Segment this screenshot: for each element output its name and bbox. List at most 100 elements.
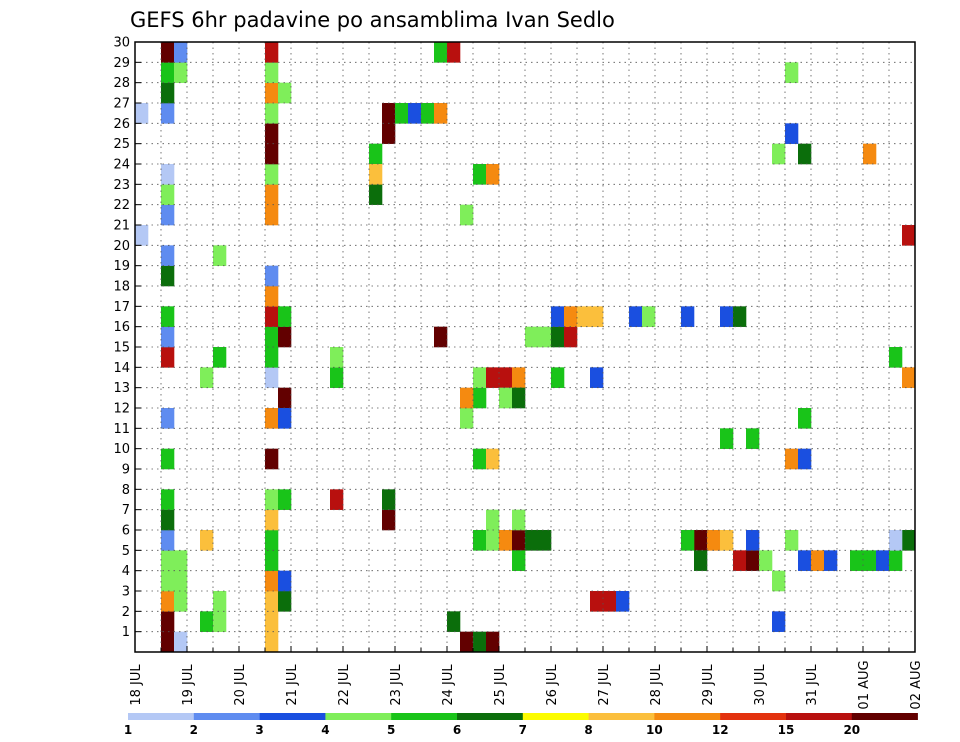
x-tick-label: 25 JUL <box>493 664 508 706</box>
heatmap-cell <box>278 591 292 612</box>
x-tick-label: 19 JUL <box>181 664 196 706</box>
heatmap-cell <box>213 245 227 266</box>
heatmap-cell <box>889 550 903 571</box>
heatmap-cell <box>382 103 396 124</box>
heatmap-cell <box>161 570 175 592</box>
heatmap-cell <box>590 306 604 327</box>
heatmap-cell <box>382 489 396 510</box>
heatmap-cell <box>174 570 188 592</box>
heatmap-cell <box>512 387 526 409</box>
heatmap-cell <box>135 225 149 246</box>
y-tick-label: 13 <box>113 381 130 396</box>
y-tick-label: 2 <box>122 605 130 620</box>
heatmap-cell <box>161 62 175 83</box>
y-tick-label: 28 <box>113 76 130 91</box>
heatmap-cell <box>473 367 487 388</box>
heatmap-cell <box>265 530 279 551</box>
x-tick-label: 27 JUL <box>597 664 612 706</box>
y-tick-label: 21 <box>113 219 130 234</box>
legend-label: 8 <box>584 723 592 737</box>
heatmap-cell <box>200 530 214 551</box>
x-tick-label: 02 AUG <box>909 660 924 709</box>
heatmap-cell <box>798 143 812 165</box>
heatmap-cell <box>161 408 175 429</box>
heatmap-cell <box>473 387 487 409</box>
y-tick-label: 29 <box>113 56 130 71</box>
heatmap-cell <box>902 225 916 246</box>
legend-label: 1 <box>124 723 132 737</box>
heatmap-cell <box>798 550 812 571</box>
heatmap-cell <box>876 550 890 571</box>
heatmap-cell <box>538 326 552 348</box>
heatmap-cell <box>564 306 578 327</box>
y-tick-label: 5 <box>122 544 130 559</box>
heatmap-cell <box>902 367 916 388</box>
heatmap-cell <box>772 570 786 592</box>
legend-swatch <box>654 713 721 720</box>
heatmap-cell <box>174 591 188 612</box>
heatmap-cell <box>330 367 344 388</box>
heatmap-cell <box>447 611 461 632</box>
heatmap-cell <box>486 448 500 470</box>
x-tick-label: 23 JUL <box>389 664 404 706</box>
heatmap-cell <box>434 42 448 63</box>
x-tick-label: 20 JUL <box>233 664 248 706</box>
heatmap-cell <box>889 347 903 368</box>
heatmap-cell <box>278 387 292 409</box>
heatmap-cell <box>330 347 344 368</box>
heatmap-cell <box>200 367 214 388</box>
heatmap-cell <box>200 611 214 632</box>
heatmap-cell <box>772 143 786 165</box>
y-tick-label: 20 <box>113 239 130 254</box>
heatmap-cell <box>473 448 487 470</box>
heatmap-cell <box>265 62 279 83</box>
heatmap-cell <box>486 164 500 185</box>
y-tick-label: 4 <box>122 564 130 579</box>
y-tick-label: 18 <box>113 280 130 295</box>
heatmap-cell <box>460 631 474 653</box>
heatmap-cell <box>382 123 396 144</box>
x-tick-label: 29 JUL <box>701 664 716 706</box>
heatmap-cell <box>811 550 825 571</box>
heatmap-cell <box>525 326 539 348</box>
heatmap-cell <box>265 123 279 144</box>
heatmap-cell <box>369 164 383 185</box>
heatmap-cell <box>330 489 344 510</box>
heatmap-cell <box>538 530 552 551</box>
heatmap-cell <box>421 103 435 124</box>
y-tick-label: 23 <box>113 178 130 193</box>
heatmap-cell <box>434 326 448 348</box>
heatmap-cell <box>694 530 708 551</box>
heatmap-cell <box>512 367 526 388</box>
heatmap-cell <box>642 306 656 327</box>
legend-label: 12 <box>712 723 729 737</box>
heatmap-cell <box>265 631 279 653</box>
heatmap-cell <box>265 204 279 226</box>
x-tick-label: 21 JUL <box>285 664 300 706</box>
heatmap-cell <box>798 448 812 470</box>
heatmap-cell <box>161 509 175 531</box>
heatmap-cell <box>161 103 175 124</box>
heatmap-cell <box>694 550 708 571</box>
heatmap-cell <box>720 306 734 327</box>
legend-label: 3 <box>255 723 263 737</box>
x-tick-label: 22 JUL <box>337 664 352 706</box>
heatmap-cell <box>473 631 487 653</box>
heatmap-cell <box>772 611 786 632</box>
heatmap-cell <box>161 306 175 327</box>
heatmap-cell <box>161 42 175 63</box>
heatmap-cell <box>434 103 448 124</box>
chart-title: GEFS 6hr padavine po ansamblima Ivan Sed… <box>130 8 615 32</box>
y-tick-label: 25 <box>113 137 130 152</box>
heatmap-cell <box>161 448 175 470</box>
heatmap-cell <box>161 530 175 551</box>
heatmap-cell <box>499 367 513 388</box>
y-tick-label: 9 <box>122 463 130 478</box>
y-tick-label: 8 <box>122 483 130 498</box>
legend-swatch <box>522 713 589 720</box>
heatmap-cell <box>785 123 799 144</box>
heatmap-cell <box>265 103 279 124</box>
heatmap-cell <box>161 550 175 571</box>
heatmap-cell <box>408 103 422 124</box>
